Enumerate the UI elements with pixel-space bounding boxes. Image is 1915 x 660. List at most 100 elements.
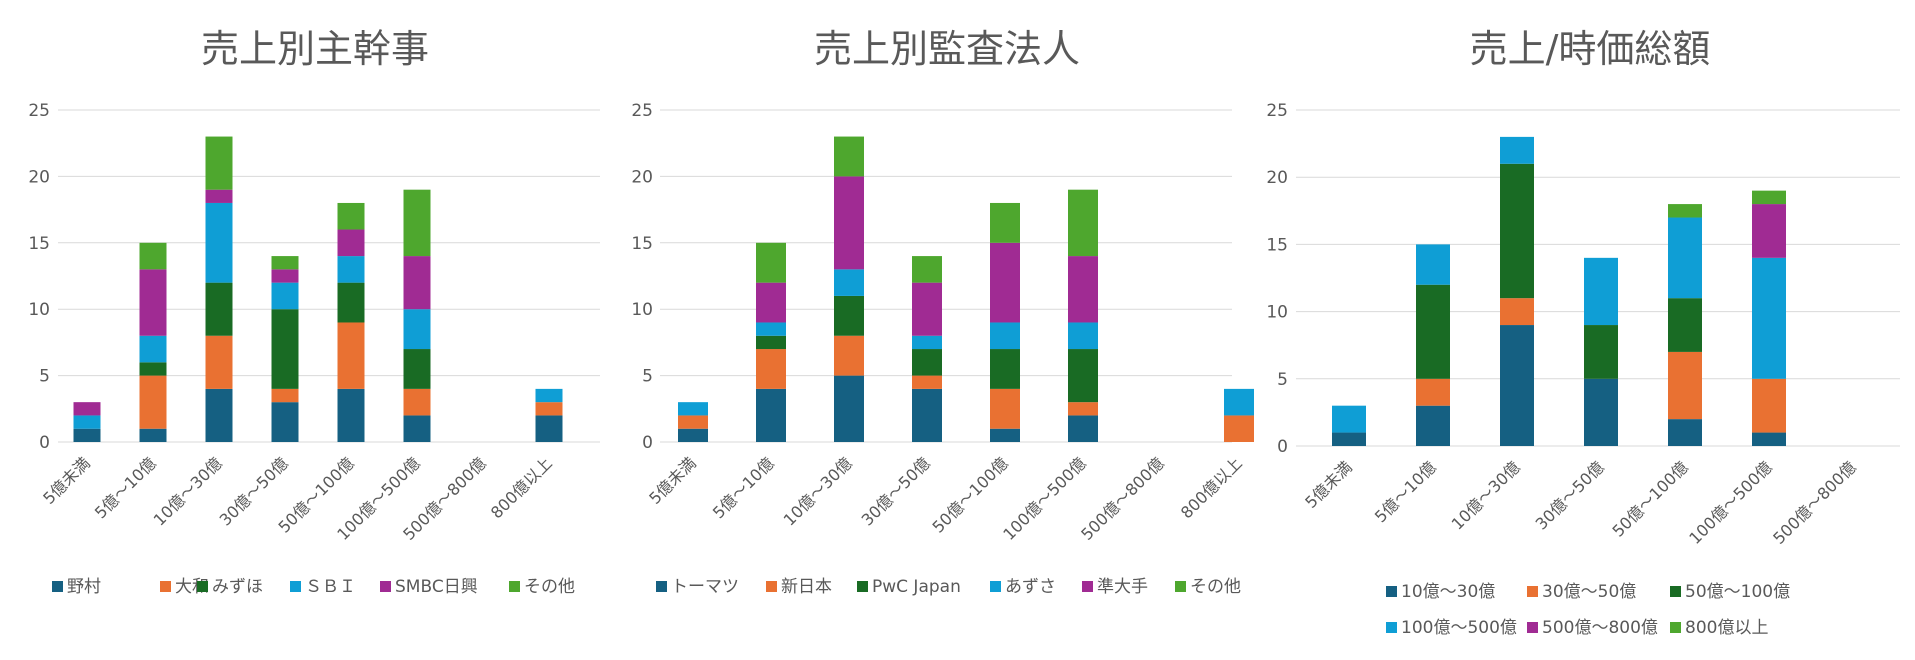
x-tick-label: 5億未満 (1301, 457, 1356, 512)
bar-segment (756, 388, 786, 442)
bar-segment (1584, 378, 1618, 446)
bar-segment (403, 309, 431, 350)
bar-segment (139, 375, 167, 429)
legend: 10億～30億 30億～50億 50億～100億 100億～500億 500億～800億… (1386, 582, 1790, 638)
x-tick-label: 500億～800億 (1077, 453, 1168, 544)
bar-segment (205, 282, 233, 336)
legend-swatch (380, 581, 391, 592)
chart-1: 売上別主幹事05101520255億未満5億～10億10億～30億30億～50億… (28, 27, 600, 597)
bar-segment (678, 415, 708, 429)
x-tick-label: 5億～10億 (91, 453, 160, 522)
bar-segment (834, 375, 864, 442)
x-tick-label: 30億～50億 (1532, 457, 1608, 533)
bar-segment (403, 415, 431, 442)
legend-swatch (1386, 622, 1397, 633)
bar-segment (1500, 163, 1534, 299)
bar-segment (73, 428, 101, 442)
bar-segment (337, 388, 365, 442)
legend: 野村 大和 みずほ ＳＢＩ SMBC日興 その他 (52, 577, 575, 597)
x-tick-label: 5億未満 (645, 453, 700, 508)
legend-label: 50億～100億 (1685, 582, 1790, 602)
bar-segment (1500, 298, 1534, 326)
bar-segment (912, 388, 942, 442)
bar-segment (1584, 257, 1618, 326)
bar-segment (1224, 388, 1254, 416)
legend-swatch (160, 581, 171, 592)
y-tick-label: 25 (1266, 101, 1288, 121)
x-tick-label: 50億～100億 (928, 453, 1011, 536)
bar-segment (1668, 298, 1702, 352)
bar-segment (337, 202, 365, 230)
legend-label: 新日本 (781, 577, 832, 597)
bar-segment (1332, 432, 1366, 446)
bar-segment (1416, 405, 1450, 446)
bar-segment (990, 388, 1020, 429)
bar-segment (1068, 256, 1098, 323)
bar-segment (535, 388, 563, 403)
x-tick-label: 10億～30億 (1448, 457, 1524, 533)
legend-swatch (290, 581, 301, 592)
bar-segment (912, 349, 942, 376)
y-tick-label: 20 (28, 167, 50, 187)
y-tick-label: 10 (1266, 303, 1288, 323)
bar-segment (1068, 402, 1098, 416)
bar-segment (73, 402, 101, 416)
y-tick-label: 15 (28, 234, 50, 254)
bar-segment (1668, 217, 1702, 299)
bar-segment (1752, 257, 1786, 379)
legend-label: 30億～50億 (1542, 582, 1636, 602)
chart-title: 売上別主幹事 (201, 27, 429, 71)
bar-segment (337, 282, 365, 323)
legend-label: ＳＢＩ (305, 577, 356, 597)
bar-segment (912, 335, 942, 350)
legend-swatch (1527, 622, 1538, 633)
bar-segment (1416, 244, 1450, 285)
y-tick-label: 20 (631, 167, 653, 187)
x-tick-label: 800億以上 (487, 453, 556, 522)
bar-segment (139, 428, 167, 442)
bar-segment (990, 242, 1020, 323)
bar-segment (403, 349, 431, 389)
bar-segment (337, 322, 365, 389)
legend-swatch (509, 581, 520, 592)
bar-segment (271, 282, 299, 310)
bar-segment (139, 269, 167, 336)
bar-segment (1752, 432, 1786, 446)
legend-swatch (656, 581, 667, 592)
bar-segment (535, 402, 563, 416)
x-tick-label: 5億～10億 (1371, 457, 1440, 526)
bar-segment (834, 269, 864, 296)
legend-swatch (857, 581, 868, 592)
bar-segment (1752, 190, 1786, 205)
legend-label: 800億以上 (1685, 618, 1768, 638)
y-tick-label: 15 (631, 234, 653, 254)
bar-segment (756, 322, 786, 336)
legend-label: 100億～500億 (1401, 618, 1517, 638)
legend-swatch (1175, 581, 1186, 592)
y-tick-label: 0 (1277, 437, 1288, 457)
bar-segment (990, 428, 1020, 442)
bar-segment (205, 388, 233, 442)
legend-label: あずさ (1005, 577, 1056, 597)
y-tick-label: 25 (631, 101, 653, 121)
x-tick-label: 10億～30億 (150, 453, 226, 529)
x-tick-label: 5億～10億 (709, 453, 778, 522)
y-tick-label: 5 (39, 367, 50, 387)
legend-label: SMBC日興 (395, 577, 478, 597)
legend-swatch (1670, 622, 1681, 633)
x-tick-label: 5億未満 (39, 453, 94, 508)
bar-segment (1668, 351, 1702, 420)
bar-segment (1416, 284, 1450, 379)
legend-label: みずほ (212, 577, 263, 597)
legend: トーマツ 新日本 PwC Japan あずさ 準大手 その他 (656, 577, 1241, 597)
bar-segment (834, 335, 864, 376)
bar-segment (756, 282, 786, 323)
bar-segment (1500, 136, 1534, 164)
bar-segment (912, 282, 942, 336)
bar-segment (1068, 322, 1098, 350)
bar-segment (678, 428, 708, 442)
bar-segment (337, 256, 365, 283)
bar-segment (337, 229, 365, 257)
